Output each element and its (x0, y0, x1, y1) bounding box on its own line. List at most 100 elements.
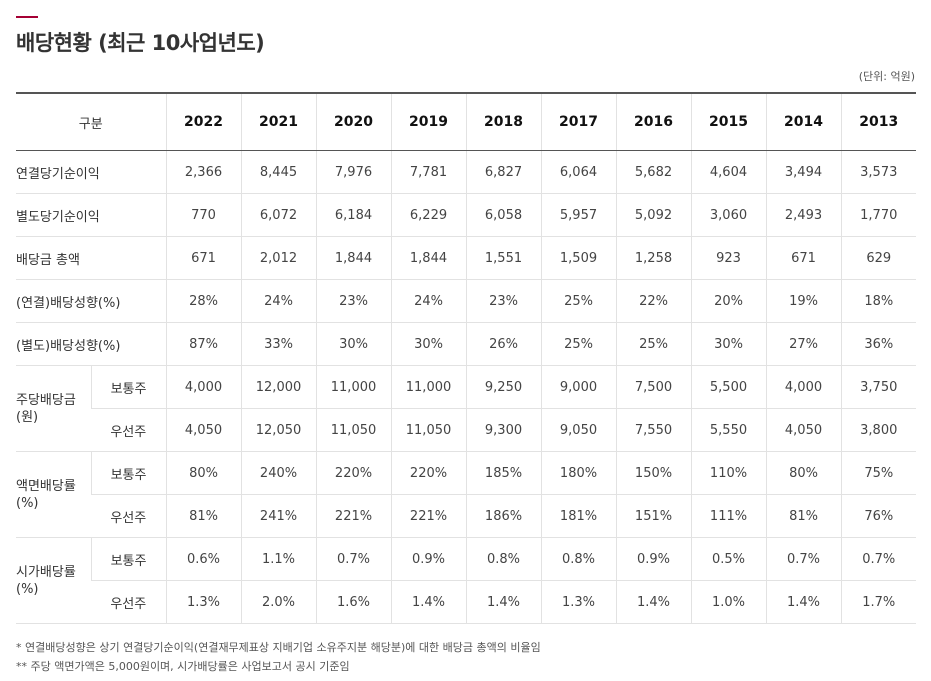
table-row: 우선주 4,050 12,050 11,050 11,050 9,300 9,050 7,55… (16, 408, 917, 452)
table-cell: 185% (465, 451, 542, 495)
table-cell: 87% (165, 322, 242, 366)
table-cell: 23% (315, 279, 392, 323)
row-label: 배당금 총액 (16, 236, 167, 280)
table-cell: 1,844 (390, 236, 467, 280)
table-cell: 19% (765, 279, 842, 323)
table-cell: 80% (765, 451, 842, 495)
group-label-line1: 시가배당률 (16, 564, 76, 580)
subrow-label: 우선주 (91, 494, 167, 538)
table-cell: 4,000 (165, 365, 242, 409)
table-cell: 1,509 (540, 236, 617, 280)
table-cell: 22% (615, 279, 692, 323)
table-cell: 30% (690, 322, 767, 366)
table-cell: 240% (240, 451, 317, 495)
table-cell: 24% (390, 279, 467, 323)
row-label: (연결)배당성향(%) (16, 279, 167, 323)
table-cell: 8,445 (240, 150, 317, 194)
table-cell: 2.0% (240, 580, 317, 624)
table-cell: 5,682 (615, 150, 692, 194)
header-category-label: 구분 (16, 92, 167, 151)
table-row: 우선주 81% 241% 221% 221% 186% 181% 151% 111% 81% 76% (16, 494, 917, 538)
group-label-line2: (%) (16, 581, 39, 597)
header-year: 2014 (765, 92, 842, 151)
table-cell: 4,604 (690, 150, 767, 194)
subrow-label: 보통주 (90, 451, 167, 495)
table-cell: 25% (540, 322, 617, 366)
table-cell: 671 (165, 236, 242, 280)
table-cell: 6,058 (465, 193, 542, 237)
table-cell: 1.4% (465, 580, 542, 624)
group-label-line2: (%) (16, 495, 39, 511)
table-cell: 150% (615, 451, 692, 495)
page-title: 배당현황 (최근 10사업년도) (16, 31, 265, 55)
table-cell: 241% (240, 494, 317, 538)
table-cell: 9,000 (540, 365, 617, 409)
table-cell: 25% (615, 322, 692, 366)
table-cell: 11,000 (390, 365, 467, 409)
group-label-line1: 주당배당금 (16, 392, 76, 408)
table-cell: 23% (465, 279, 542, 323)
table-row: 연결당기순이익 2,366 8,445 7,976 7,781 6,827 6,064 5,6… (16, 150, 917, 194)
table-row: (별도)배당성향(%) 87% 33% 30% 30% 26% 25% 25% 30% 27% 36… (16, 322, 917, 366)
header-year: 2019 (390, 92, 467, 151)
table-cell: 0.7% (315, 537, 392, 581)
table-cell: 3,060 (690, 193, 767, 237)
table-cell: 1,770 (840, 193, 917, 237)
footnotes: * 연결배당성향은 상기 연결당기순이익(연결재무제표상 지배기업 소유주지분 … (16, 638, 541, 676)
header-row: 구분 2022 2021 2020 2019 2018 2017 2016 20… (16, 92, 917, 151)
table-cell: 11,050 (390, 408, 467, 452)
table-cell: 181% (540, 494, 617, 538)
table-cell: 1,844 (315, 236, 392, 280)
table-cell: 629 (840, 236, 917, 280)
header-year: 2016 (615, 92, 692, 151)
table-cell: 12,000 (240, 365, 317, 409)
table-cell: 76% (840, 494, 917, 538)
table-cell: 5,500 (690, 365, 767, 409)
header-year: 2017 (540, 92, 617, 151)
table-cell: 1,551 (465, 236, 542, 280)
table-cell: 7,550 (615, 408, 692, 452)
table-cell: 0.9% (390, 537, 467, 581)
table-cell: 1.0% (690, 580, 767, 624)
dividend-table: 구분 2022 2021 2020 2019 2018 2017 2016 20… (16, 92, 917, 624)
table-cell: 9,300 (465, 408, 542, 452)
table-row: 우선주 1.3% 2.0% 1.6% 1.4% 1.4% 1.3% 1.4% 1.0% 1.4% 1… (16, 580, 917, 624)
table-row: 배당금 총액 671 2,012 1,844 1,844 1,551 1,509 1,258 9… (16, 236, 917, 280)
table-cell: 25% (540, 279, 617, 323)
table-cell: 7,976 (315, 150, 392, 194)
group-label: 액면배당률 (%) (16, 451, 91, 538)
table-cell: 180% (540, 451, 617, 495)
table-cell: 6,064 (540, 150, 617, 194)
table-cell: 3,494 (765, 150, 842, 194)
table-cell: 671 (765, 236, 842, 280)
table-cell: 1.6% (315, 580, 392, 624)
table-cell: 0.5% (690, 537, 767, 581)
subrow-label: 보통주 (90, 365, 167, 409)
table-cell: 0.6% (165, 537, 242, 581)
table-cell: 2,493 (765, 193, 842, 237)
table-cell: 3,800 (840, 408, 917, 452)
table-cell: 5,957 (540, 193, 617, 237)
table-cell: 4,000 (765, 365, 842, 409)
table-cell: 6,184 (315, 193, 392, 237)
subrow-label: 우선주 (91, 580, 167, 624)
table-cell: 151% (615, 494, 692, 538)
group-label-line1: 액면배당률 (16, 478, 76, 494)
table-cell: 7,781 (390, 150, 467, 194)
table-cell: 2,366 (165, 150, 242, 194)
group-label-line2: (원) (16, 409, 39, 425)
table-cell: 1,258 (615, 236, 692, 280)
table-row: 시가배당률 (%) 보통주 0.6% 1.1% 0.7% 0.9% 0.8% 0.8% 0.9% 0… (16, 537, 917, 624)
header-year: 2015 (690, 92, 767, 151)
table-cell: 26% (465, 322, 542, 366)
table-cell: 1.1% (240, 537, 317, 581)
table-cell: 11,000 (315, 365, 392, 409)
table-cell: 110% (690, 451, 767, 495)
table-cell: 80% (165, 451, 242, 495)
table-cell: 0.8% (540, 537, 617, 581)
header-year: 2020 (315, 92, 392, 151)
table-cell: 4,050 (765, 408, 842, 452)
table-cell: 221% (390, 494, 467, 538)
table-cell: 11,050 (315, 408, 392, 452)
table-cell: 36% (840, 322, 917, 366)
